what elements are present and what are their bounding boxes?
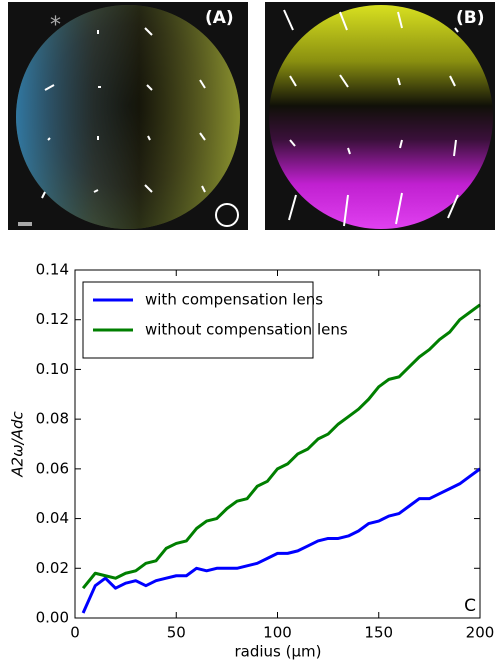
pupil-image-overlay <box>16 5 240 229</box>
marker: * <box>50 13 61 38</box>
orientation-marks <box>283 9 459 227</box>
y-axis-label: A2ω/Adc <box>9 411 27 478</box>
panel-label: (A) <box>205 8 234 28</box>
y-tick-label: 0.08 <box>36 410 69 428</box>
panel-a: (A) * <box>8 2 248 230</box>
y-tick-label: 0.04 <box>36 509 69 527</box>
x-axis-label: radius (μm) <box>235 643 322 661</box>
y-tick-label: 0.00 <box>36 609 69 627</box>
y-tick-label: 0.02 <box>36 559 69 577</box>
x-tick-label: 50 <box>167 624 186 642</box>
legend-label: without compensation lens <box>145 321 348 339</box>
line-chart: radius (μm) A2ω/Adc C 0.00 0.02 0.04 0.06 0.… <box>9 261 495 661</box>
color-wheel <box>215 203 239 227</box>
y-tick-label: 0.12 <box>36 310 69 328</box>
orientation-marks <box>41 27 206 199</box>
x-tick-label: 150 <box>364 624 393 642</box>
scale-bar <box>18 222 32 226</box>
data-line <box>81 303 481 590</box>
y-tick-label: 0.06 <box>36 459 69 477</box>
panel-label: (B) <box>456 8 485 28</box>
pupil-image <box>269 5 493 229</box>
x-tick-label: 200 <box>466 624 495 642</box>
y-tick-label: 0.10 <box>36 360 69 378</box>
panel-label: C <box>464 596 476 616</box>
x-tick-label: 0 <box>70 624 80 642</box>
panel-b: (B) <box>265 2 495 230</box>
x-tick-label: 100 <box>263 624 292 642</box>
legend-box <box>82 281 314 359</box>
y-tick-label: 0.14 <box>36 261 69 279</box>
data-line <box>81 467 481 614</box>
plot-frame <box>74 269 481 619</box>
legend-label: with compensation lens <box>145 291 323 309</box>
